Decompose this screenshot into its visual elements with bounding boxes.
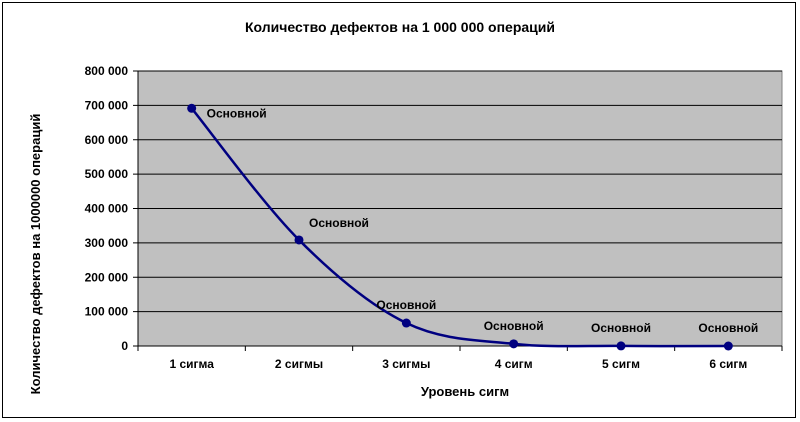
x-tick-label: 4 сигм [495,357,533,371]
data-point [616,341,626,351]
x-tick-label: 6 сигм [709,357,747,371]
data-label: Основной [698,321,758,335]
y-tick-label: 0 [121,339,128,353]
data-points [187,103,733,351]
y-tick-label: 300 000 [85,236,129,250]
data-label: Основной [376,298,436,312]
data-point [294,235,304,245]
x-tick-label: 1 сигма [169,357,214,371]
y-tick-label: 500 000 [85,167,129,181]
chart-title: Количество дефектов на 1 000 000 операци… [245,19,555,35]
y-axis-ticks: 0 100 000 200 000 300 000 400 000 500 000 600 … [85,64,139,353]
y-tick-label: 800 000 [85,64,129,78]
data-point [509,339,519,349]
x-axis-ticks: 1 сигма 2 сигмы 3 сигмы 4 сигм 5 сигм 6 сигм [137,345,783,371]
data-point [187,103,197,113]
data-labels: Основной Основной Основной Основной Основной… [207,106,759,335]
series-line [190,107,729,348]
data-label: Основной [207,106,267,120]
data-label: Основной [484,319,544,333]
y-tick-label: 100 000 [85,305,129,319]
y-tick-label: 600 000 [85,133,129,147]
y-tick-label: 400 000 [85,202,129,216]
x-axis-title: Уровень сигм [421,384,509,399]
gridlines [138,70,782,313]
data-point [723,341,733,351]
x-tick-label: 2 сигмы [275,357,323,371]
y-tick-label: 200 000 [85,270,129,284]
x-tick-label: 3 сигмы [382,357,430,371]
y-axis-title: Количество дефектов на 1000000 операций [28,114,43,395]
data-label: Основной [591,321,651,335]
y-tick-label: 700 000 [85,98,129,112]
data-label: Основной [309,216,369,230]
x-tick-label: 5 сигм [602,357,640,371]
data-point [401,318,411,328]
